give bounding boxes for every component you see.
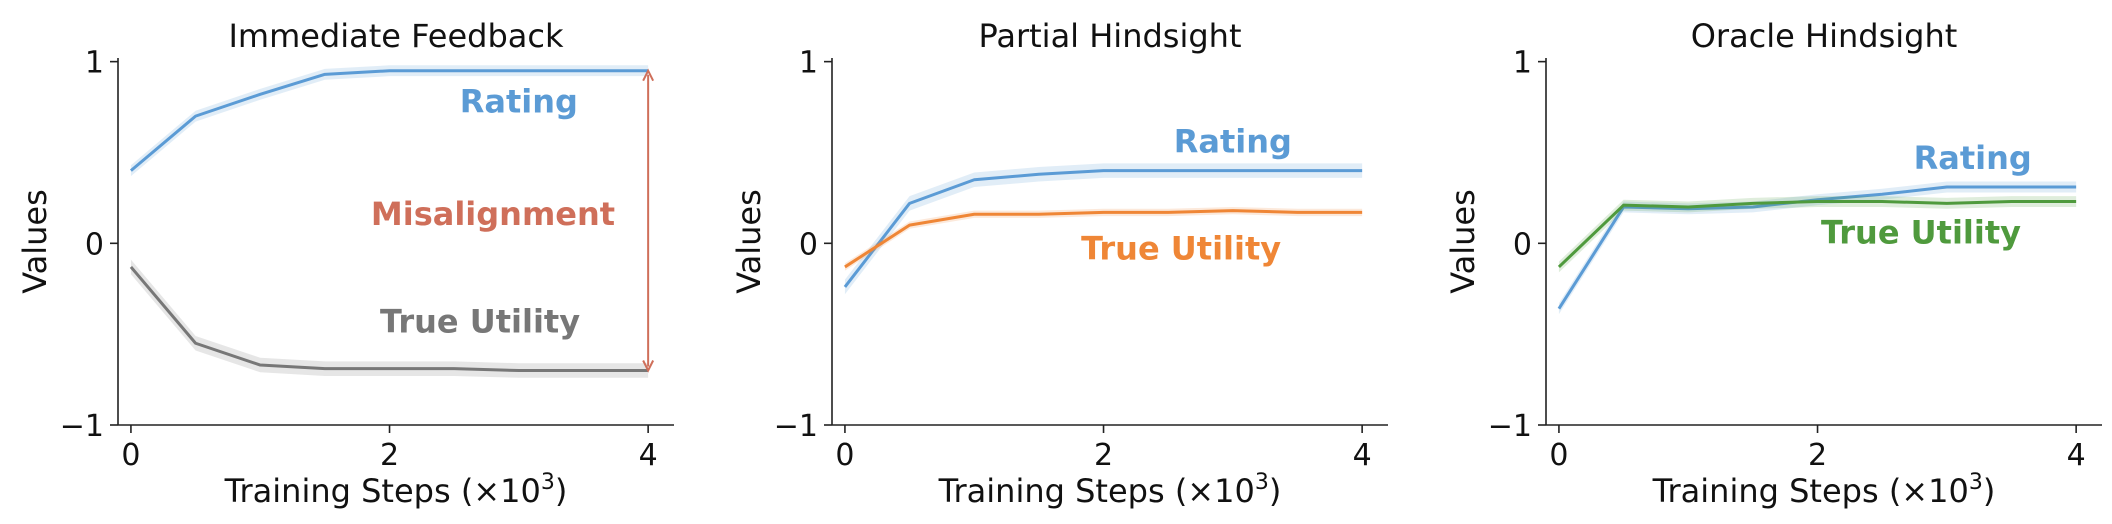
y-tick-label: 1 bbox=[85, 46, 104, 81]
series-annotation: Rating bbox=[1174, 122, 1292, 160]
y-tick-label: 0 bbox=[85, 227, 104, 262]
x-tick-label: 2 bbox=[1808, 438, 1827, 473]
x-tick-label: 4 bbox=[1353, 438, 1372, 473]
y-axis-label: Values bbox=[730, 189, 768, 294]
x-tick-label: 2 bbox=[380, 438, 399, 473]
chart-title: Oracle Hindsight bbox=[1691, 17, 1958, 55]
series-line bbox=[1557, 200, 2077, 269]
x-tick-label: 0 bbox=[1549, 438, 1568, 473]
series-line bbox=[129, 69, 649, 172]
series-line bbox=[844, 209, 1363, 269]
series-annotation: True Utility bbox=[1821, 213, 2021, 251]
series-band bbox=[844, 163, 1363, 295]
series-annotation: Rating bbox=[1914, 139, 2032, 177]
x-axis-label-close: ) bbox=[1269, 472, 1281, 510]
y-axis-label: Values bbox=[16, 189, 54, 294]
series-line bbox=[843, 169, 1363, 288]
series-annotation: True Utility bbox=[1081, 230, 1281, 268]
y-tick-label: 1 bbox=[1513, 46, 1532, 81]
y-tick-label: −1 bbox=[60, 409, 104, 444]
y-tick-label: −1 bbox=[1488, 409, 1532, 444]
series-band bbox=[130, 259, 649, 378]
chart-panel-2: Partial Hindsight −1 0 1 0 2 4 Training Steps (… bbox=[730, 17, 1388, 510]
x-axis-label-exponent: 3 bbox=[1969, 470, 1983, 495]
series-annotation: Rating bbox=[460, 83, 578, 121]
x-axis-label-close: ) bbox=[1983, 472, 1995, 510]
y-axis-label: Values bbox=[1444, 189, 1482, 294]
arrow-head-bottom bbox=[642, 360, 655, 373]
x-axis-label: Training Steps (×103) bbox=[938, 470, 1282, 510]
chart-panel-1: Immediate Feedback −1 0 1 0 2 4 Training Steps … bbox=[16, 17, 674, 510]
x-axis-label-text: Training Steps (×10 bbox=[1652, 472, 1969, 510]
x-tick-label: 0 bbox=[835, 438, 854, 473]
series-line bbox=[1557, 185, 2077, 310]
series-line bbox=[129, 265, 649, 372]
x-axis-label: Training Steps (×103) bbox=[1652, 470, 1996, 510]
series-annotation: Misalignment bbox=[371, 195, 615, 233]
y-tick-label: 0 bbox=[799, 227, 818, 262]
arrow-head-top bbox=[642, 68, 655, 82]
series-band bbox=[1558, 196, 2077, 273]
x-tick-label: 2 bbox=[1094, 438, 1113, 473]
x-tick-label: 0 bbox=[121, 438, 140, 473]
chart-panel-3: Oracle Hindsight −1 0 1 0 2 4 Training Steps (×… bbox=[1444, 17, 2102, 510]
x-tick-label: 4 bbox=[2067, 438, 2086, 473]
x-axis-label-exponent: 3 bbox=[541, 470, 555, 495]
x-axis-label-text: Training Steps (×10 bbox=[224, 472, 541, 510]
chart-title: Immediate Feedback bbox=[228, 17, 564, 55]
y-tick-label: 0 bbox=[1513, 227, 1532, 262]
x-axis-label-close: ) bbox=[555, 472, 567, 510]
x-axis-label-text: Training Steps (×10 bbox=[938, 472, 1255, 510]
x-axis-label: Training Steps (×103) bbox=[224, 470, 568, 510]
x-axis-label-exponent: 3 bbox=[1255, 470, 1269, 495]
y-tick-label: −1 bbox=[774, 409, 818, 444]
series-annotation: True Utility bbox=[380, 302, 580, 340]
y-tick-label: 1 bbox=[799, 46, 818, 81]
x-tick-label: 4 bbox=[639, 438, 658, 473]
chart-title: Partial Hindsight bbox=[979, 17, 1242, 55]
